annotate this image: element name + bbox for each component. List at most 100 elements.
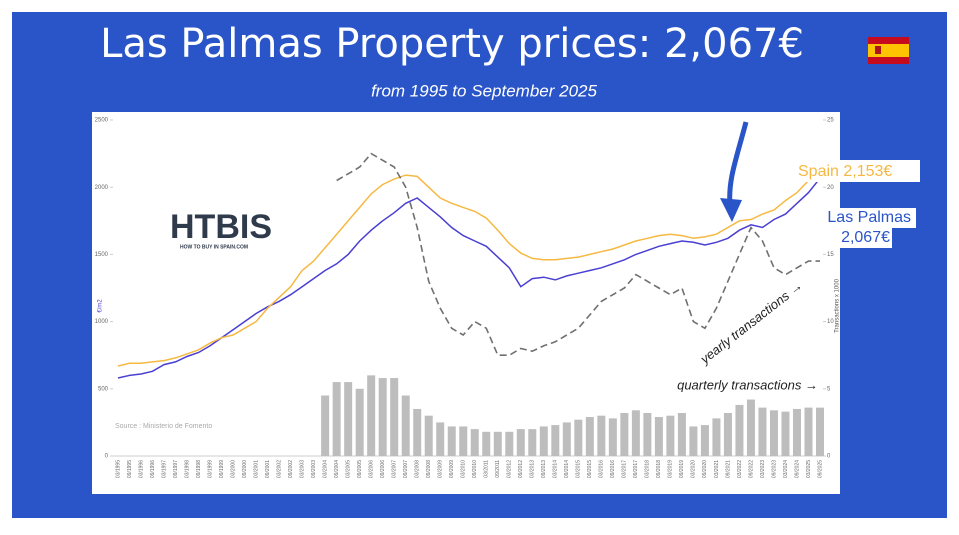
x-tick-label: 03/2000 <box>230 460 236 478</box>
x-tick-label: 03/2004 <box>322 460 328 478</box>
y-tick-label: 1000 <box>95 319 109 325</box>
y2-tick-label: 25 <box>827 118 834 124</box>
bar <box>562 422 571 456</box>
x-tick-label: 09/2016 <box>610 460 616 478</box>
x-tick-label: 03/2014 <box>553 460 559 478</box>
title: Las Palmas Property prices: 2,067€ <box>100 21 804 67</box>
x-tick-label: 09/2017 <box>633 460 639 478</box>
bar <box>677 412 686 456</box>
x-tick-label: 03/1997 <box>161 460 167 478</box>
arrow-head <box>720 198 742 222</box>
line <box>336 152 820 356</box>
x-tick-label: 03/2018 <box>645 460 651 478</box>
x-tick-label: 03/1995 <box>115 460 121 478</box>
y2-tick-label: 0 <box>827 454 831 460</box>
logo-tagline: HOW TO BUY IN SPAIN.COM <box>180 244 248 250</box>
y2-label: Transactions x 1000 <box>835 278 841 332</box>
line <box>117 166 821 367</box>
bar <box>666 415 675 456</box>
x-tick-label: 03/2010 <box>461 460 467 478</box>
bar <box>735 404 744 456</box>
y2-tick-label: 5 <box>827 386 831 392</box>
x-tick-label: 03/2009 <box>438 460 444 478</box>
bar <box>378 378 387 456</box>
x-tick-label: 09/2025 <box>817 460 823 478</box>
x-tick-label: 09/2022 <box>748 460 754 478</box>
x-tick-label: 03/1998 <box>184 460 190 478</box>
logo: HTBIS <box>170 208 272 246</box>
x-tick-label: 03/2012 <box>507 460 513 478</box>
x-tick-label: 03/2006 <box>369 460 375 478</box>
y2-tick-label: 20 <box>827 185 834 191</box>
legend-label: Spain 2,153€ <box>798 163 892 180</box>
x-tick-label: 09/1998 <box>196 460 202 478</box>
x-tick-label: 09/2000 <box>242 460 248 478</box>
x-tick-label: 09/1997 <box>173 460 179 478</box>
x-tick-label: 03/2003 <box>299 460 305 478</box>
x-tick-label: 09/2010 <box>472 460 478 478</box>
x-tick-label: 03/2016 <box>599 460 605 478</box>
x-tick-label: 09/2014 <box>564 460 570 478</box>
x-tick-label: 09/2008 <box>426 460 432 478</box>
bar <box>390 378 399 456</box>
x-tick-label: 09/2021 <box>725 460 731 478</box>
bar <box>585 417 594 456</box>
x-tick-label: 09/1996 <box>150 460 156 478</box>
x-tick-label: 09/1995 <box>127 460 133 478</box>
bar <box>746 399 755 456</box>
x-tick-label: 09/2024 <box>794 460 800 478</box>
x-tick-label: 09/2002 <box>288 460 294 478</box>
x-tick-label: 03/2019 <box>668 460 674 478</box>
bar <box>689 426 698 456</box>
subtitle: from 1995 to September 2025 <box>371 81 597 100</box>
x-tick-label: 09/2012 <box>518 460 524 478</box>
x-tick-label: 03/2008 <box>415 460 421 478</box>
x-tick-label: 09/2007 <box>403 460 409 478</box>
x-tick-label: 09/2001 <box>265 460 271 478</box>
y-label: €/m2 <box>98 299 104 313</box>
bar <box>700 425 709 456</box>
bar <box>459 426 468 456</box>
arrow <box>727 121 749 206</box>
bar <box>781 411 790 456</box>
label-background <box>808 208 916 228</box>
bar <box>712 418 721 456</box>
bar <box>321 395 330 456</box>
x-tick-label: 03/2001 <box>253 460 259 478</box>
bar <box>631 410 640 456</box>
source: Source : Ministerio de Fomento <box>115 423 212 430</box>
y-tick-label: 2500 <box>95 118 109 124</box>
x-tick-label: 03/2020 <box>691 460 697 478</box>
bar <box>769 410 778 456</box>
bar <box>574 419 583 456</box>
bar <box>804 407 813 456</box>
x-tick-label: 03/2011 <box>484 460 490 478</box>
bar <box>493 431 502 456</box>
line <box>117 177 821 379</box>
bar <box>816 407 824 456</box>
bar <box>482 431 491 456</box>
x-tick-label: 03/2024 <box>783 460 789 478</box>
legend-name: quarterly transactions → <box>677 377 818 392</box>
bar <box>447 426 456 456</box>
x-tick-label: 03/2013 <box>530 460 536 478</box>
bar <box>413 408 422 456</box>
x-tick-label: 09/2013 <box>541 460 547 478</box>
x-tick-label: 03/2017 <box>622 460 628 478</box>
x-tick-label: 09/2009 <box>449 460 455 478</box>
bar <box>470 429 479 456</box>
x-tick-label: 09/2005 <box>357 460 363 478</box>
x-tick-label: 09/2018 <box>656 460 662 478</box>
x-tick-label: 09/2011 <box>495 460 501 478</box>
x-tick-label: 03/2007 <box>392 460 398 478</box>
flag <box>868 37 909 64</box>
x-tick-label: 09/1999 <box>219 460 225 478</box>
x-tick-label: 03/2023 <box>760 460 766 478</box>
bar <box>355 388 364 456</box>
y-tick-label: 500 <box>98 386 109 392</box>
bar <box>344 382 353 456</box>
bar <box>539 426 548 456</box>
bar <box>643 412 652 456</box>
x-tick-label: 03/2021 <box>714 460 720 478</box>
